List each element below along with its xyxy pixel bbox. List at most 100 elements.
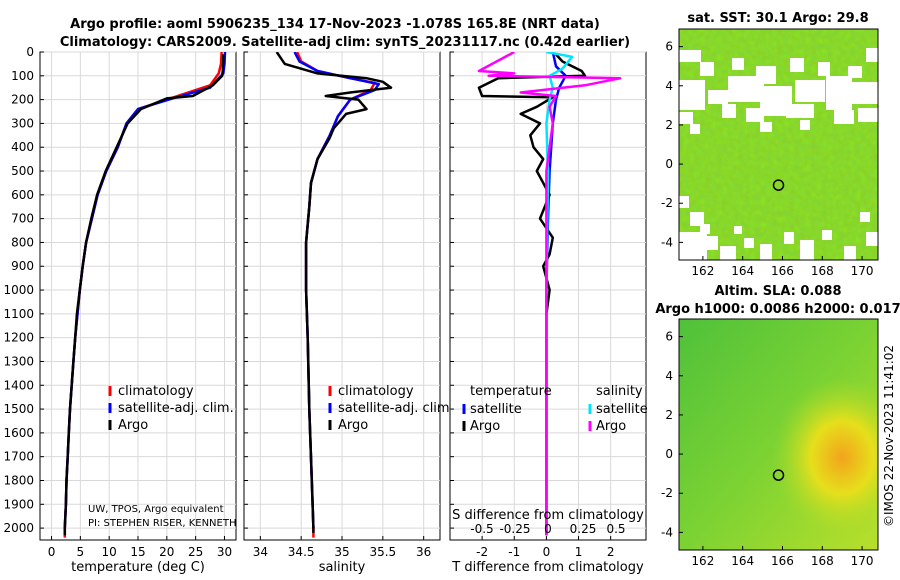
sst-map-frame [678, 28, 879, 261]
salinity-x-tick-label: 34 [253, 545, 268, 559]
sst-missing-data-patch [679, 196, 689, 208]
sla-map-axes: 162 164 166 168 170 -4 -2 0 2 4 6 [661, 330, 874, 568]
sst-missing-data [679, 48, 878, 260]
temperature-y-tick-label: 1500 [3, 402, 34, 416]
sst-missing-data-patch [800, 240, 814, 260]
source-annotation-line2: PI: STEPHEN RISER, KENNETH [88, 518, 236, 529]
salinity-panel: 34 34.5 35 35.5 36 salinity climatology satelli… [243, 51, 454, 575]
temperature-x-tick-label: 10 [102, 545, 117, 559]
difference-x-axis-label: T difference from climatology [451, 560, 644, 575]
salinity-legend-label: satellite-adj. clim. [338, 401, 454, 416]
temperature-legend-label: satellite-adj. clim. [118, 401, 234, 416]
sst-missing-data-patch [834, 110, 854, 124]
sla-map-x-tick-label: 162 [691, 554, 714, 568]
temperature-y-tick-label: 1400 [3, 378, 34, 392]
temperature-x-tick-label: 0 [48, 545, 56, 559]
sst-missing-data-patch [866, 48, 878, 62]
sst-missing-data-patch [679, 80, 705, 110]
sla-map-y-tick-label: -4 [661, 525, 673, 539]
sst-missing-data-patch [700, 224, 710, 234]
difference-series-temperature-argo [477, 53, 587, 536]
temperature-x-tick-label: 30 [217, 545, 232, 559]
temperature-series-argo [63, 54, 225, 536]
sst-map-y-tick-label: 2 [665, 118, 673, 132]
sst-missing-data-patch [722, 104, 736, 118]
difference-legend-label-temperature: Argo [470, 419, 500, 434]
sst-map-axes: 162 164 166 168 170 -4 -2 0 2 4 6 [661, 40, 874, 278]
sst-missing-data-patch [826, 76, 852, 110]
difference-s-tick-label: -0.5 [470, 522, 493, 536]
sst-missing-data-patch [852, 82, 878, 104]
temperature-y-tick-label: 800 [11, 235, 34, 249]
difference-x-tick-label: 2 [607, 545, 615, 559]
sst-map-x-tick-label: 164 [731, 264, 754, 278]
sst-missing-data-patch [706, 236, 718, 250]
difference-legend-label-salinity: satellite [596, 402, 648, 417]
sla-map-x-tick-label: 170 [851, 554, 874, 568]
salinity-x-tick-label: 36 [416, 545, 431, 559]
sst-map-x-tick-label: 166 [771, 264, 794, 278]
difference-x-tick-label: 1 [575, 545, 583, 559]
sla-map-title: Altim. SLA: 0.088 [715, 284, 842, 299]
sst-missing-data-patch [858, 108, 878, 122]
difference-s-tick-label: 0.25 [570, 522, 597, 536]
sst-missing-data-patch [818, 62, 830, 76]
sst-missing-data-patch [760, 244, 772, 260]
sst-missing-data-patch [795, 80, 825, 102]
sst-missing-data-patch [746, 108, 764, 122]
difference-series-salinity-argo [477, 52, 622, 536]
sst-missing-data-patch [679, 232, 707, 260]
sst-map-y-tick-label: 0 [665, 157, 673, 171]
figure-title-line2: Climatology: CARS2009. Satellite-adj cli… [60, 35, 630, 50]
temperature-y-tick-label: 1900 [3, 497, 34, 511]
temperature-y-tick-label: 1300 [3, 354, 34, 368]
temperature-x-tick-label: 20 [159, 545, 174, 559]
temperature-legend-label: climatology [118, 384, 194, 399]
sla-map-argo-marker [772, 469, 785, 481]
temperature-y-tick-label: 900 [11, 259, 34, 273]
temperature-y-tick-label: 1800 [3, 473, 34, 487]
sst-missing-data-patch [784, 232, 794, 244]
difference-legend-label-temperature: satellite [470, 402, 522, 417]
difference-legend-title-temperature: temperature [470, 384, 552, 399]
temperature-panel: 0 5 10 15 20 25 300100200300400500600700800900… [3, 45, 237, 575]
salinity-legend-label: climatology [338, 384, 414, 399]
sla-map-x-tick-label: 168 [811, 554, 834, 568]
temperature-y-tick-label: 100 [11, 69, 34, 83]
sst-missing-data-patch [800, 120, 810, 130]
sst-missing-data-patch [744, 238, 754, 248]
sla-map-y-tick-label: -2 [661, 486, 673, 500]
temperature-x-tick-label: 5 [77, 545, 85, 559]
sst-map-x-tick-label: 170 [851, 264, 874, 278]
sst-missing-data-patch [732, 58, 744, 70]
temperature-y-tick-label: 300 [11, 116, 34, 130]
sst-missing-data-patch [760, 122, 772, 132]
sst-missing-data-patch [679, 112, 693, 124]
figure-title-line1: Argo profile: aoml 5906235_134 17-Nov-20… [70, 17, 600, 32]
sla-anomaly-hotspot [679, 319, 878, 550]
salinity-legend-label: Argo [338, 418, 368, 433]
temperature-y-tick-label: 400 [11, 140, 34, 154]
temperature-y-tick-label: 1000 [3, 283, 34, 297]
difference-s-tick-label: -0.25 [499, 522, 530, 536]
temperature-y-tick-label: 1200 [3, 331, 34, 345]
salinity-x-tick-label: 34.5 [288, 545, 315, 559]
sst-map [679, 29, 878, 260]
sst-missing-data-patch [708, 90, 728, 104]
temperature-x-axis-label: temperature (deg C) [71, 560, 205, 575]
salinity-x-tick-label: 35.5 [369, 545, 396, 559]
sst-missing-data-patch [679, 50, 701, 62]
difference-x-tick-label: -1 [508, 545, 520, 559]
temperature-y-tick-label: 600 [11, 188, 34, 202]
difference-x-tick-label: -2 [476, 545, 488, 559]
temperature-y-tick-label: 1700 [3, 450, 34, 464]
sla-map-frame [678, 318, 879, 551]
sla-map-x-tick-label: 164 [731, 554, 754, 568]
sst-missing-data-patch [728, 76, 764, 102]
sla-map-x-tick-label: 166 [771, 554, 794, 568]
salinity-x-axis-label: salinity [319, 560, 366, 575]
source-annotation-line1: UW, TPOS, Argo equivalent [88, 504, 224, 515]
sst-missing-data-patch [700, 62, 714, 76]
